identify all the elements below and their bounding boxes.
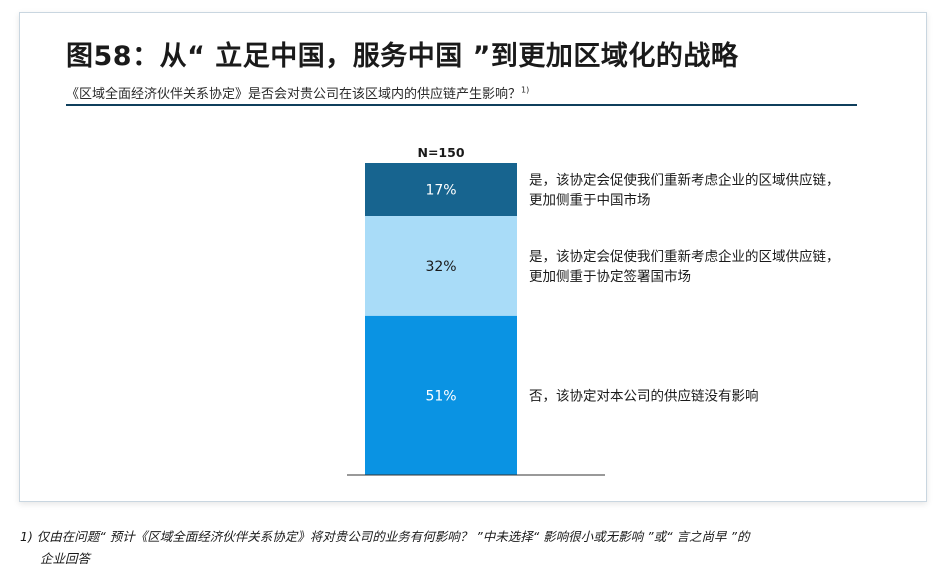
subtitle-footnote-marker: 1) <box>521 85 530 95</box>
subtitle-text: 《区域全面经济伙伴关系协定》是否会对贵公司在该区域内的供应链产生影响？ <box>66 87 522 102</box>
bar-segment-2-value-label: 32% <box>425 259 456 275</box>
bar-segment-3 <box>365 315 517 475</box>
bar-segment-3-value-label: 51% <box>425 388 456 404</box>
bar-segment-2-category-line-1: 是，该协定会促使我们重新考虑企业的区域供应链， <box>529 248 840 265</box>
sample-size-label: N=150 <box>417 145 464 160</box>
footnote: 1) 仅由在问题“ 预计《区域全面经济伙伴关系协定》将对贵公司的业务有何影响？ … <box>20 526 920 570</box>
footnote-line-1: 1) 仅由在问题“ 预计《区域全面经济伙伴关系协定》将对贵公司的业务有何影响？ … <box>20 529 750 544</box>
bar-segment-1-category-line-1: 是，该协定会促使我们重新考虑企业的区域供应链， <box>529 172 840 189</box>
footnote-line-2: 企业回答 <box>40 551 91 566</box>
bar-segment-1-value-label: 17% <box>425 183 456 199</box>
bar-segment-1 <box>365 163 517 217</box>
chart-subtitle: 《区域全面经济伙伴关系协定》是否会对贵公司在该区域内的供应链产生影响？1) <box>66 83 529 102</box>
bar-segment-2-category-line-2: 更加侧重于协定签署国市场 <box>529 268 691 285</box>
title-rule <box>66 104 857 106</box>
bar-segment-1-category-line-2: 更加侧重于中国市场 <box>529 192 651 209</box>
bar-segment-3-category-line-1: 否，该协定对本公司的供应链没有影响 <box>529 387 759 404</box>
chart-title: 图58：从“ 立足中国，服务中国 ”到更加区域化的战略 <box>66 41 739 72</box>
bar-segment-2 <box>365 216 517 316</box>
